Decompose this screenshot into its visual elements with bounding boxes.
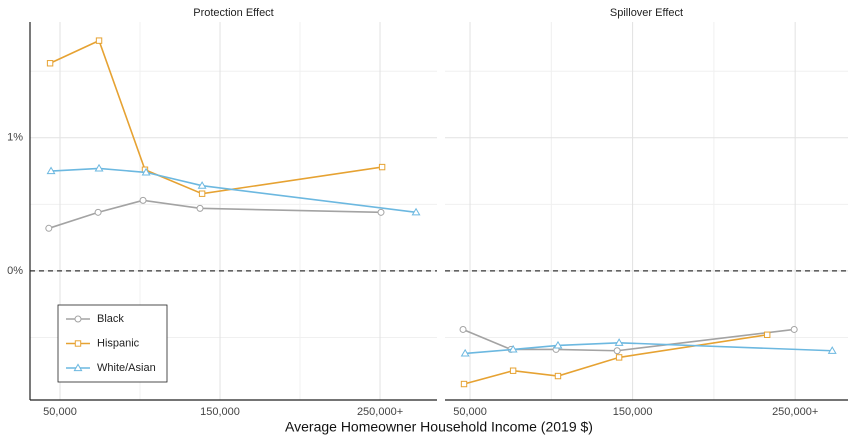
point: [46, 60, 54, 67]
point: [411, 207, 421, 216]
point: [378, 163, 386, 171]
point: [198, 190, 206, 197]
x-tick-label: 250,000+: [357, 406, 403, 418]
point: [197, 181, 207, 189]
point: [613, 347, 621, 355]
legend-marker: [74, 340, 82, 347]
legend-label: Black: [97, 313, 124, 325]
x-tick-label: 250,000+: [772, 406, 818, 418]
x-tick-label: 50,000: [43, 406, 77, 418]
point: [95, 37, 103, 44]
facet-title: Protection Effect: [193, 7, 274, 19]
y-tick-label: 1%: [7, 132, 23, 144]
point: [141, 167, 151, 176]
point: [94, 208, 102, 216]
line: [50, 167, 417, 214]
point: [827, 346, 837, 354]
x-tick-label: 150,000: [613, 406, 653, 418]
series: [46, 37, 386, 197]
legend-label: Hispanic: [97, 337, 140, 349]
line: [465, 341, 833, 355]
point: [790, 325, 798, 333]
y-tick-label: 0%: [7, 265, 23, 277]
point: [614, 338, 624, 346]
series: [45, 196, 385, 232]
point: [460, 348, 470, 357]
legend-label: White/Asian: [97, 362, 156, 374]
legend-marker: [73, 363, 83, 372]
point: [554, 372, 562, 380]
legend-marker: [74, 315, 82, 323]
point: [459, 325, 467, 333]
point: [509, 367, 517, 374]
point: [764, 331, 771, 338]
series: [460, 338, 837, 357]
point: [508, 344, 518, 353]
series: [460, 331, 771, 388]
facet-title: Spillover Effect: [610, 7, 683, 19]
series: [46, 163, 421, 216]
point: [139, 196, 147, 204]
x-axis-label: Average Homeowner Household Income (2019…: [285, 419, 593, 435]
x-tick-label: 50,000: [453, 406, 487, 418]
x-tick-label: 150,000: [200, 406, 240, 418]
point: [553, 340, 563, 349]
point: [45, 224, 53, 232]
point: [46, 166, 56, 175]
point: [196, 204, 204, 212]
point: [377, 208, 385, 216]
point: [460, 380, 468, 388]
point: [94, 163, 104, 172]
point: [615, 354, 623, 361]
